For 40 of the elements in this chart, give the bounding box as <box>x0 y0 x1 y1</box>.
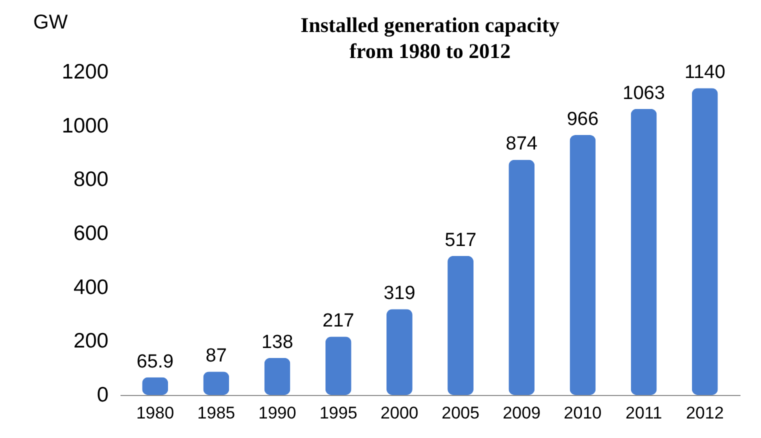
x-tick-label: 2010 <box>564 404 602 422</box>
data-label: 966 <box>566 108 599 130</box>
data-label: 87 <box>206 346 227 367</box>
x-tick-label: 2000 <box>380 404 418 422</box>
x-tick-label: 2009 <box>502 404 541 422</box>
bar <box>508 160 535 395</box>
x-tick-label: 2012 <box>686 404 724 422</box>
data-label: 1140 <box>684 62 726 84</box>
bar <box>142 377 168 395</box>
bar <box>386 309 412 395</box>
bar <box>325 336 352 395</box>
data-label: 1063 <box>622 82 665 104</box>
text: Installed generation capacity <box>300 13 560 37</box>
data-label: 874 <box>506 134 538 155</box>
x-tick-label: 1980 <box>136 404 174 422</box>
y-tick-label: 800 <box>73 168 108 192</box>
x-tick-label: 2011 <box>626 404 662 422</box>
bar <box>203 372 230 395</box>
x-tick-label: 1990 <box>258 404 296 422</box>
data-label: 319 <box>384 283 416 304</box>
bar <box>570 134 596 395</box>
x-tick-label: 1985 <box>197 404 236 422</box>
y-tick-label: 400 <box>73 276 108 299</box>
y-tick-label: 600 <box>73 222 108 245</box>
data-label: 217 <box>322 310 354 332</box>
data-label: 517 <box>444 230 476 251</box>
x-tick-label: 1995 <box>319 404 358 422</box>
data-label: 65.9 <box>136 351 174 372</box>
data-label: 138 <box>261 332 294 353</box>
y-tick-label: 1200 <box>62 60 108 84</box>
y-axis-title: GW <box>33 12 68 34</box>
bar <box>630 108 657 395</box>
bar <box>692 88 718 395</box>
text: from 1980 to 2012 <box>349 39 511 63</box>
y-tick-label: 200 <box>73 330 108 353</box>
y-tick-label: 0 <box>96 384 108 406</box>
y-tick-label: 1000 <box>62 114 108 138</box>
bar <box>448 256 474 395</box>
x-tick-label: 2005 <box>442 404 480 422</box>
bar <box>264 358 290 395</box>
